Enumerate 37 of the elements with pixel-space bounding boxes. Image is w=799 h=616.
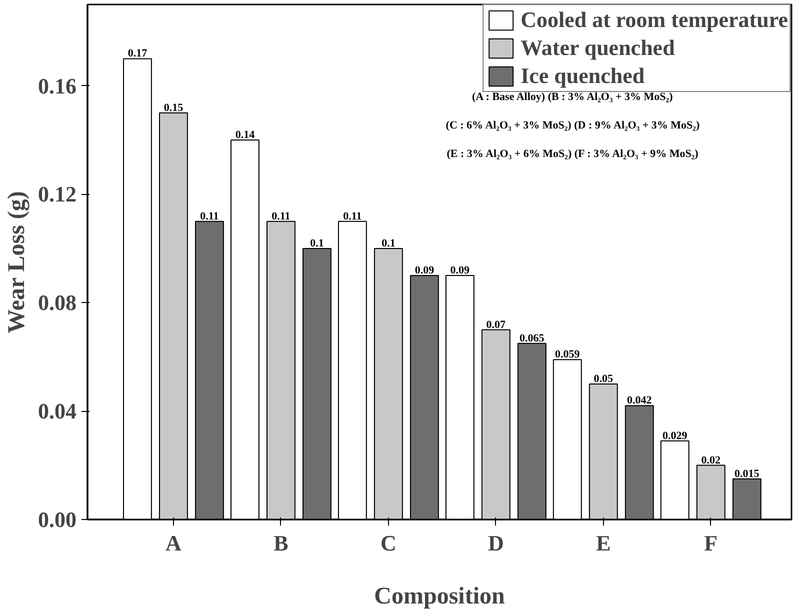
x-tick-label: D — [488, 530, 504, 556]
annotation: (C : 6% Al₂O₃ + 3% MoS₂) (D : 9% Al₂O₃ + 3% MoS₂) — [446, 120, 700, 132]
data-label: 0.1 — [310, 237, 324, 250]
data-label: 0.029 — [662, 430, 688, 442]
y-tick-label: 0.16 — [38, 73, 76, 98]
data-label: 0.17 — [128, 48, 148, 60]
annotation: (A : Base Alloy) (B : 3% Al₂O₃ + 3% MoS₂) — [472, 91, 674, 104]
data-label: 0.1 — [382, 237, 396, 250]
data-label: 0.07 — [486, 318, 506, 331]
y-tick-label: 0.08 — [38, 290, 76, 316]
data-label: 0.05 — [594, 372, 614, 385]
x-tick-label: A — [166, 530, 182, 556]
data-label: 0.065 — [520, 332, 545, 344]
y-tick-label: 0.00 — [38, 507, 76, 532]
data-label: 0.14 — [235, 129, 256, 142]
x-tick-label: F — [704, 530, 718, 556]
data-label: 0.015 — [734, 468, 760, 480]
data-label: 0.09 — [414, 264, 435, 277]
x-tick-label: E — [596, 530, 611, 556]
x-axis-title: Composition — [374, 584, 505, 610]
data-label: 0.15 — [164, 102, 184, 114]
legend-label: Cooled at room temperature — [520, 7, 788, 33]
data-label: 0.11 — [343, 210, 362, 222]
data-label: 0.11 — [272, 210, 290, 222]
legend-label: Water quenched — [520, 35, 675, 61]
x-tick-label: B — [274, 530, 289, 556]
x-tick-label: C — [380, 530, 396, 556]
y-tick-label: 0.04 — [38, 398, 76, 424]
legend-label: Ice quenched — [520, 63, 645, 89]
data-label: 0.02 — [701, 454, 722, 466]
y-tick-label: 0.12 — [38, 182, 76, 207]
data-label: 0.059 — [555, 348, 580, 361]
annotation: (E : 3% Al₂O₃ + 6% MoS₂) (F : 3% Al₂O₃ + 9% MoS₂) — [446, 148, 699, 160]
data-label: 0.11 — [200, 210, 219, 222]
data-label: 0.09 — [450, 264, 470, 277]
y-axis-title: Wear Loss (g) — [4, 191, 30, 334]
data-label: 0.042 — [627, 394, 652, 407]
